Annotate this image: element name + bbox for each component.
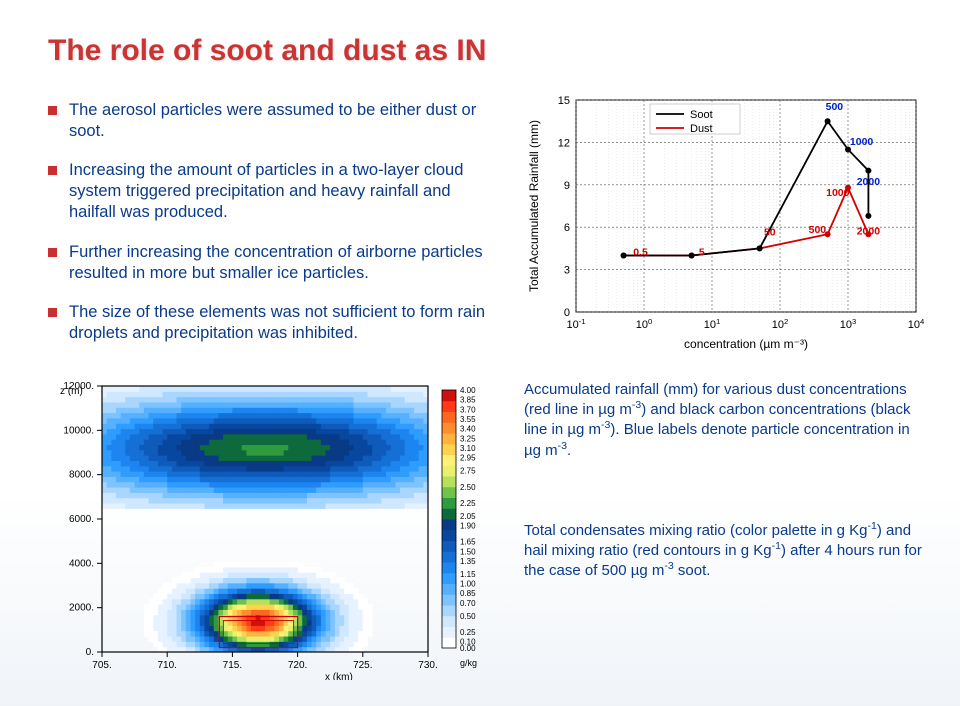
square-icon	[48, 248, 57, 257]
bullet-text: The aerosol particles were assumed to be…	[69, 100, 488, 142]
svg-text:725.: 725.	[353, 660, 372, 671]
svg-text:6000.: 6000.	[69, 514, 94, 525]
bullet-text: Further increasing the concentration of …	[69, 242, 488, 284]
svg-text:1.35: 1.35	[460, 557, 476, 566]
svg-text:1.00: 1.00	[460, 580, 476, 589]
svg-text:101: 101	[704, 317, 721, 332]
svg-text:0.10: 0.10	[460, 638, 476, 647]
svg-text:12: 12	[558, 137, 570, 149]
svg-text:730.: 730.	[418, 660, 437, 671]
svg-text:100: 100	[636, 317, 653, 332]
svg-text:4000.: 4000.	[69, 558, 94, 569]
svg-text:500: 500	[809, 224, 827, 236]
svg-text:705.: 705.	[92, 660, 111, 671]
svg-text:9: 9	[564, 180, 570, 192]
bullet-item: Further increasing the concentration of …	[48, 242, 488, 284]
svg-text:2000: 2000	[857, 176, 881, 188]
svg-text:3.10: 3.10	[460, 444, 476, 453]
svg-text:3.40: 3.40	[460, 425, 476, 434]
svg-text:Total Accumulated Rainfall (mm: Total Accumulated Rainfall (mm)	[527, 120, 541, 292]
svg-text:0.: 0.	[86, 647, 94, 658]
bullet-item: The aerosol particles were assumed to be…	[48, 100, 488, 142]
svg-text:0.5: 0.5	[633, 246, 648, 258]
svg-text:3.85: 3.85	[460, 396, 476, 405]
svg-text:2000: 2000	[857, 225, 881, 237]
svg-text:Dust: Dust	[690, 123, 713, 135]
svg-text:10000.: 10000.	[63, 425, 94, 436]
svg-text:2.95: 2.95	[460, 454, 476, 463]
svg-text:500: 500	[826, 101, 844, 113]
svg-text:102: 102	[772, 317, 789, 332]
svg-text:8000.: 8000.	[69, 470, 94, 481]
svg-text:0.25: 0.25	[460, 628, 476, 637]
svg-text:50: 50	[764, 227, 776, 239]
svg-text:15: 15	[558, 95, 570, 107]
svg-text:z (m): z (m)	[60, 386, 83, 397]
svg-text:2.50: 2.50	[460, 483, 476, 492]
svg-text:concentration (µm m⁻³): concentration (µm m⁻³)	[684, 337, 808, 351]
svg-text:103: 103	[840, 317, 857, 332]
svg-text:0.85: 0.85	[460, 589, 476, 598]
svg-text:0.50: 0.50	[460, 612, 476, 621]
rainfall-line-chart: 10-110010110210310403691215concentration…	[524, 92, 924, 352]
svg-text:3.70: 3.70	[460, 405, 476, 414]
page-title: The role of soot and dust as IN	[48, 34, 486, 68]
svg-text:4.00: 4.00	[460, 386, 476, 395]
svg-text:104: 104	[908, 317, 924, 332]
bullet-item: Increasing the amount of particles in a …	[48, 160, 488, 223]
svg-text:0.70: 0.70	[460, 599, 476, 608]
svg-text:710.: 710.	[157, 660, 176, 671]
bullet-text: Increasing the amount of particles in a …	[69, 160, 488, 223]
svg-text:3.55: 3.55	[460, 415, 476, 424]
svg-text:2.25: 2.25	[460, 499, 476, 508]
svg-text:g/kg: g/kg	[460, 658, 477, 668]
svg-text:1.90: 1.90	[460, 521, 476, 530]
bullet-list: The aerosol particles were assumed to be…	[48, 100, 488, 362]
heatmap-caption: Total condensates mixing ratio (color pa…	[524, 520, 924, 581]
square-icon	[48, 308, 57, 317]
bullet-text: The size of these elements was not suffi…	[69, 302, 488, 344]
svg-text:Soot: Soot	[690, 109, 713, 121]
svg-text:720.: 720.	[288, 660, 307, 671]
condensate-heatmap: 705. 710. 715. 720. 725. 730. 0. 2000. 4000. 6000…	[48, 380, 488, 680]
svg-text:715.: 715.	[223, 660, 242, 671]
svg-text:0: 0	[564, 307, 570, 319]
svg-text:2000.: 2000.	[69, 603, 94, 614]
square-icon	[48, 106, 57, 115]
bullet-item: The size of these elements was not suffi…	[48, 302, 488, 344]
square-icon	[48, 166, 57, 175]
svg-text:1000: 1000	[826, 187, 850, 199]
svg-text:x (km): x (km)	[325, 672, 353, 680]
svg-text:2.05: 2.05	[460, 512, 476, 521]
svg-text:3.25: 3.25	[460, 434, 476, 443]
svg-text:1.15: 1.15	[460, 570, 476, 579]
svg-text:1000: 1000	[850, 136, 874, 148]
svg-text:1.65: 1.65	[460, 538, 476, 547]
svg-text:3: 3	[564, 265, 570, 277]
svg-text:6: 6	[564, 222, 570, 234]
svg-text:2.75: 2.75	[460, 467, 476, 476]
svg-text:1.50: 1.50	[460, 547, 476, 556]
svg-text:5: 5	[699, 246, 705, 258]
rainfall-caption: Accumulated rainfall (mm) for various du…	[524, 380, 924, 460]
